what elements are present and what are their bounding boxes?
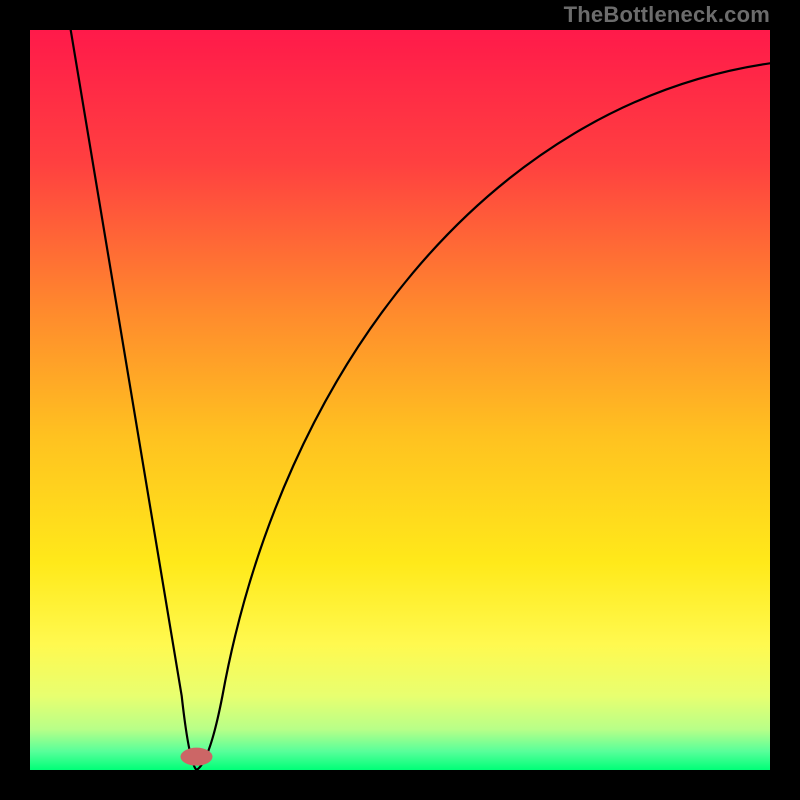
chart-svg [30,30,770,770]
optimal-marker [181,748,213,766]
gradient-background [30,30,770,770]
plot-area [30,30,770,770]
chart-frame: TheBottleneck.com [0,0,800,800]
watermark-text: TheBottleneck.com [564,2,770,28]
